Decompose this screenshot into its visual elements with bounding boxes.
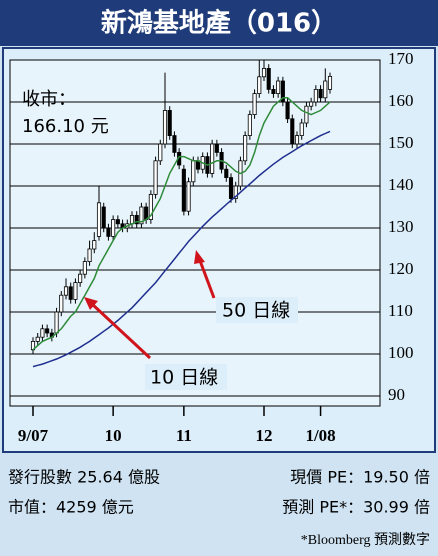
- candle-body: [228, 177, 234, 200]
- candle-body: [35, 336, 40, 342]
- chart-title: 新鴻基地產（016）: [101, 8, 337, 39]
- footer-text: 發行股數 25.64 億股: [8, 468, 160, 487]
- candle-body: [134, 214, 139, 225]
- candle-body: [247, 114, 252, 136]
- candle-body: [181, 168, 186, 212]
- candle-body: [73, 282, 78, 300]
- x-tick-label: 10: [105, 426, 122, 445]
- candle-body: [271, 89, 276, 95]
- y-tick-label: 90: [388, 385, 405, 404]
- candle-body: [162, 110, 168, 145]
- candle-body: [327, 75, 333, 90]
- footer-text: 預測 PE*：30.99 倍: [282, 498, 430, 517]
- candle-body: [280, 80, 285, 103]
- candle-body: [45, 328, 50, 334]
- candle-body: [233, 185, 238, 199]
- candle-body: [210, 143, 215, 174]
- label-bg: [145, 364, 227, 390]
- candle-body: [153, 160, 158, 195]
- y-tick-label: 130: [388, 217, 414, 236]
- candle-body: [78, 273, 83, 284]
- y-tick-label: 140: [388, 175, 414, 194]
- arrow-head: [84, 297, 98, 310]
- y-tick-label: 170: [388, 49, 414, 68]
- candle-body: [106, 227, 111, 237]
- footer-note: *Bloomberg 預測數字: [301, 532, 430, 548]
- plot-area: [9, 59, 381, 407]
- label-bg: [216, 297, 298, 323]
- candle-body: [214, 143, 219, 153]
- y-tick-label: 160: [388, 91, 414, 110]
- candle-body: [54, 311, 59, 334]
- candle-body: [266, 68, 271, 90]
- arrow: [197, 257, 216, 299]
- candle-body: [257, 76, 262, 95]
- candle-body: [139, 206, 144, 225]
- footer-text: 市值：4259 億元: [8, 498, 134, 517]
- candle-body: [167, 110, 172, 137]
- candle-body: [313, 89, 318, 103]
- x-tick-label: 1/08: [305, 426, 335, 445]
- candle-body: [290, 118, 295, 145]
- annotation: 166.10 元: [22, 116, 109, 137]
- candle-body: [111, 219, 116, 237]
- candle-body: [40, 328, 45, 338]
- x-tick-label: 12: [256, 426, 273, 445]
- candle-body: [63, 286, 69, 296]
- candle-body: [82, 261, 87, 275]
- x-tick-label: 11: [176, 426, 192, 445]
- title-bar: [0, 0, 438, 46]
- candle-body: [191, 160, 196, 183]
- candle-body: [92, 240, 97, 250]
- moving-average-line: [32, 130, 331, 368]
- candle-body: [172, 135, 177, 153]
- candle-body: [299, 122, 304, 136]
- candle-body: [304, 105, 309, 124]
- candle-body: [148, 193, 153, 220]
- moving-average-line: [32, 97, 331, 351]
- annotation: 收市：: [22, 89, 76, 110]
- candle-body: [115, 219, 120, 225]
- y-tick-label: 150: [388, 133, 414, 152]
- candle-body: [243, 135, 248, 162]
- line-label: 50 日線: [222, 300, 290, 322]
- y-tick-label: 100: [388, 343, 414, 362]
- candle-body: [261, 68, 267, 78]
- candle-body: [96, 202, 102, 237]
- candle-body: [186, 181, 191, 212]
- footer-text: 現價 PE：19.50 倍: [290, 468, 430, 487]
- candle-body: [87, 248, 92, 263]
- candle-body: [309, 101, 314, 107]
- y-tick-label: 120: [388, 259, 414, 278]
- candle-body: [252, 93, 257, 115]
- x-tick-label: 9/07: [18, 426, 49, 445]
- line-label: 10 日線: [150, 367, 218, 389]
- candle-body: [294, 135, 300, 145]
- candle-body: [59, 294, 64, 313]
- candle-body: [285, 101, 290, 120]
- candle-body: [276, 80, 281, 94]
- candle-body: [158, 143, 163, 162]
- arrow-head: [194, 250, 205, 264]
- arrow: [90, 302, 152, 360]
- candle-body: [323, 80, 328, 99]
- y-tick-label: 110: [388, 301, 413, 320]
- candle-body: [68, 286, 73, 300]
- candle-body: [224, 168, 229, 178]
- candle-body: [101, 206, 106, 229]
- candle-body: [318, 89, 323, 99]
